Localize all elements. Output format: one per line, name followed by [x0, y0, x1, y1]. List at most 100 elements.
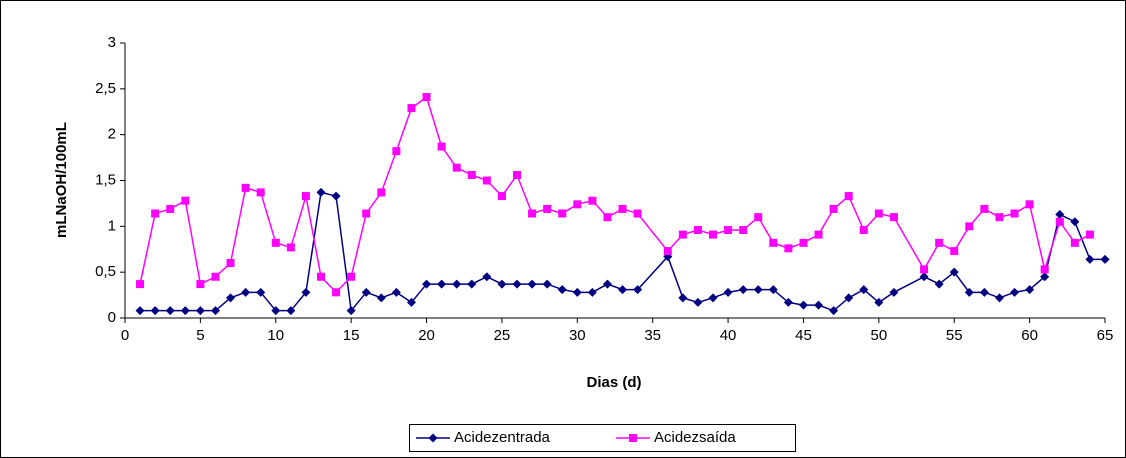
- marker: [980, 204, 989, 213]
- marker: [391, 287, 401, 297]
- marker: [422, 279, 432, 289]
- marker: [964, 287, 974, 297]
- marker: [196, 280, 205, 289]
- marker: [573, 200, 582, 209]
- marker: [195, 306, 205, 316]
- marker: [844, 293, 854, 303]
- marker: [361, 287, 371, 297]
- marker: [513, 171, 521, 179]
- marker: [1085, 230, 1094, 239]
- marker: [392, 147, 401, 156]
- marker: [1040, 272, 1050, 282]
- marker: [437, 142, 446, 151]
- marker: [136, 280, 145, 289]
- marker: [241, 287, 251, 297]
- marker: [428, 433, 438, 443]
- y-tick-label: 2,5: [95, 80, 116, 97]
- legend-label: Acidezsaída: [654, 429, 736, 446]
- marker: [663, 247, 672, 256]
- marker: [497, 279, 507, 289]
- marker: [994, 293, 1004, 303]
- marker: [482, 272, 492, 282]
- marker: [437, 279, 447, 289]
- marker: [859, 226, 868, 234]
- marker: [618, 204, 627, 213]
- y-tick-label: 1,5: [95, 171, 116, 188]
- marker: [754, 213, 763, 222]
- marker: [602, 279, 612, 289]
- marker: [799, 238, 808, 247]
- marker: [1100, 254, 1110, 264]
- series-line: [139, 95, 1091, 294]
- marker: [587, 287, 597, 297]
- marker: [618, 285, 628, 295]
- marker: [362, 209, 371, 218]
- marker: [407, 104, 416, 113]
- marker: [935, 238, 944, 247]
- x-tick-label: 10: [267, 327, 284, 344]
- marker: [889, 287, 899, 297]
- marker: [150, 306, 160, 316]
- marker: [256, 287, 266, 297]
- marker: [950, 247, 959, 256]
- marker: [1070, 217, 1080, 227]
- marker: [829, 306, 839, 316]
- marker: [467, 279, 477, 289]
- marker: [919, 272, 929, 282]
- marker: [452, 163, 461, 172]
- x-tick-label: 60: [1021, 327, 1038, 344]
- y-tick-label: 0: [108, 309, 116, 326]
- marker: [482, 176, 491, 185]
- marker: [1025, 200, 1034, 209]
- x-tick-label: 65: [1097, 327, 1114, 344]
- marker: [1025, 285, 1035, 295]
- marker: [452, 279, 462, 289]
- marker: [874, 209, 883, 218]
- marker: [558, 209, 567, 218]
- marker: [663, 252, 673, 262]
- marker: [603, 213, 612, 222]
- marker: [346, 306, 356, 316]
- marker: [588, 196, 597, 205]
- marker: [151, 209, 160, 218]
- marker: [286, 243, 295, 252]
- marker: [678, 230, 687, 239]
- legend-box: [409, 424, 796, 452]
- marker: [889, 213, 898, 222]
- marker: [1010, 287, 1020, 297]
- x-tick-label: 40: [720, 327, 737, 344]
- marker: [543, 204, 552, 213]
- marker: [739, 226, 748, 234]
- marker: [934, 279, 944, 289]
- marker: [949, 267, 959, 277]
- marker: [271, 238, 280, 247]
- marker: [286, 306, 296, 316]
- marker: [829, 204, 838, 213]
- marker: [165, 306, 175, 316]
- marker: [467, 171, 476, 179]
- marker: [1085, 254, 1095, 264]
- marker: [557, 285, 567, 295]
- marker: [783, 297, 793, 307]
- marker: [256, 188, 265, 197]
- marker: [709, 230, 717, 239]
- marker: [376, 293, 386, 303]
- marker: [979, 287, 989, 297]
- marker: [753, 285, 763, 295]
- x-tick-label: 45: [795, 327, 812, 344]
- marker: [497, 192, 506, 201]
- marker: [180, 306, 190, 316]
- marker: [210, 306, 220, 316]
- marker: [798, 300, 808, 310]
- marker: [1010, 209, 1019, 218]
- marker: [406, 297, 416, 307]
- marker: [1055, 209, 1065, 219]
- y-tick-label: 3: [108, 34, 116, 51]
- marker: [693, 297, 703, 307]
- marker: [181, 196, 190, 205]
- marker: [769, 238, 778, 247]
- x-axis-title: Dias (d): [586, 374, 641, 391]
- marker: [723, 287, 733, 297]
- marker: [527, 279, 537, 289]
- marker: [422, 93, 431, 102]
